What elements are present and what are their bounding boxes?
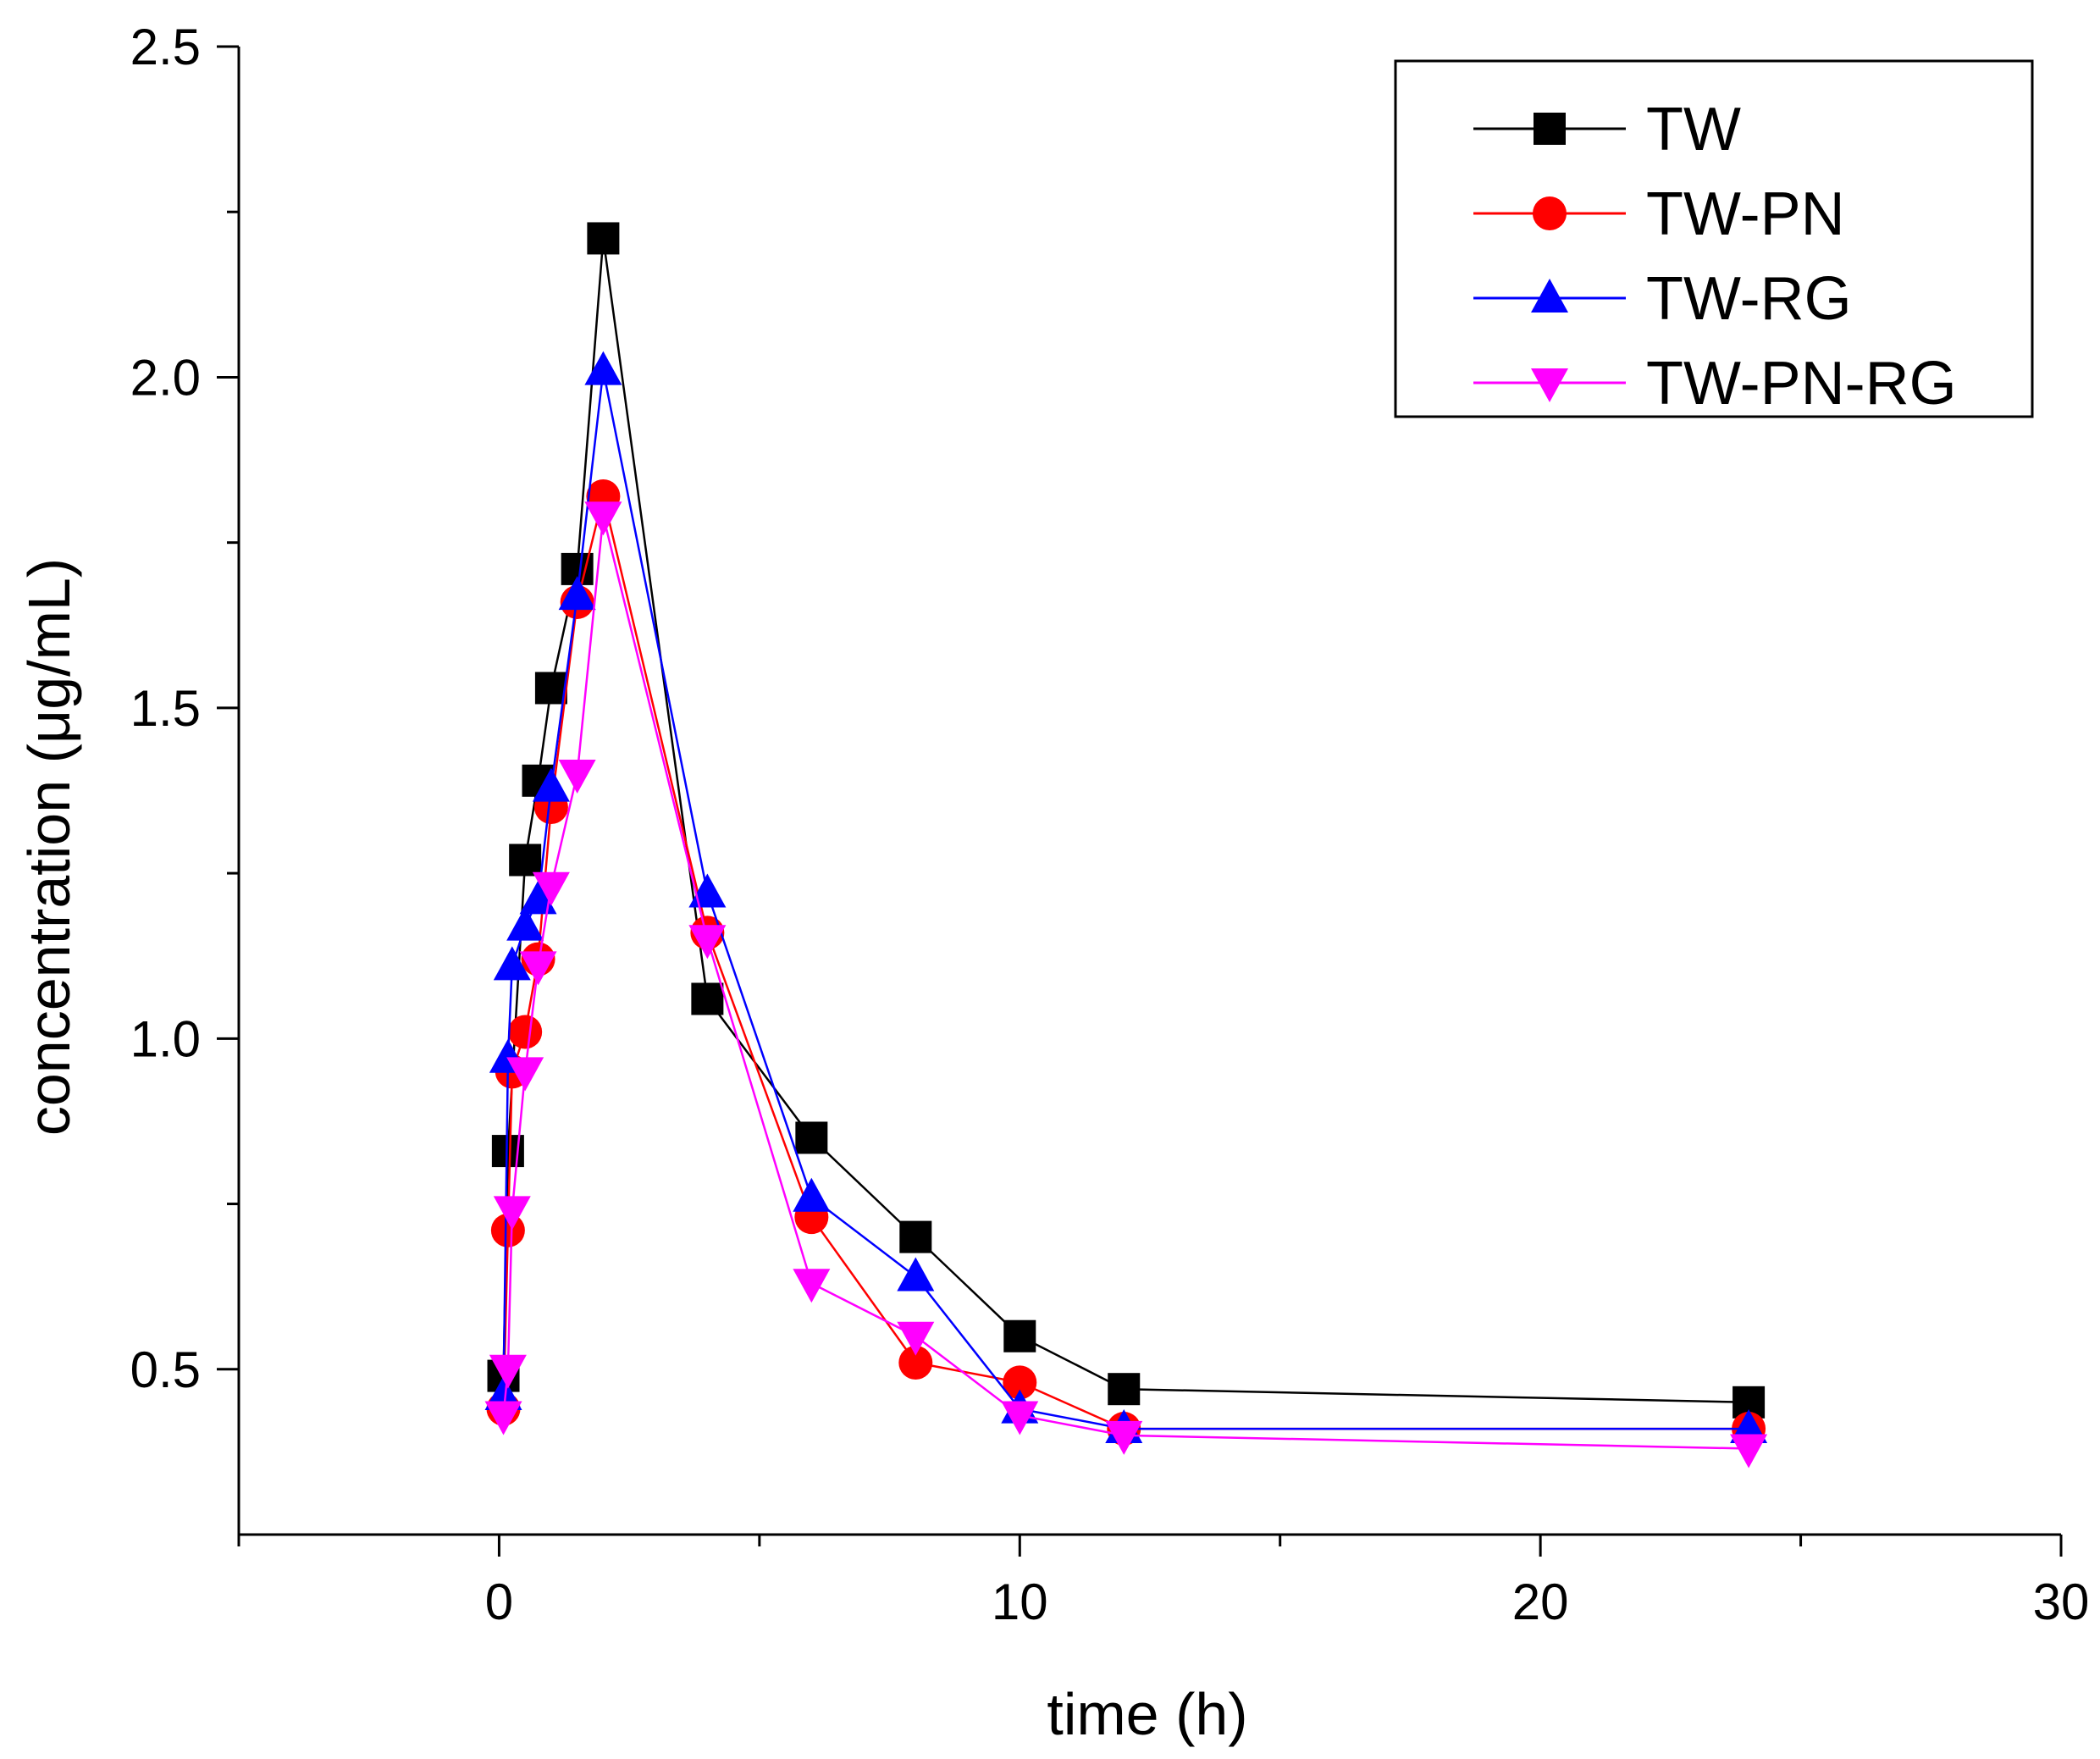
legend-label: TW-PN-RG (1646, 350, 1957, 418)
data-point (897, 1257, 935, 1292)
legend-label: TW-PN (1646, 180, 1845, 248)
legend-item-tw-pn-rg: TW-PN-RG (1473, 350, 1957, 418)
data-point (532, 871, 570, 906)
data-point (493, 1196, 531, 1231)
legend-marker (1531, 368, 1568, 402)
data-point (484, 1401, 522, 1435)
x-tick-label: 30 (2033, 1574, 2090, 1630)
x-tick-label: 0 (485, 1574, 513, 1630)
data-point (793, 1269, 831, 1303)
data-point (584, 351, 622, 385)
data-point (1003, 1365, 1037, 1400)
data-point (532, 767, 570, 802)
legend-box (1394, 59, 2034, 418)
legend-marker (1533, 196, 1567, 230)
data-point (558, 576, 596, 611)
data-point (793, 1177, 831, 1212)
data-point (1003, 1319, 1036, 1352)
y-tick-label: 2.0 (130, 349, 201, 406)
legend-marker (1531, 279, 1568, 313)
data-point (508, 1015, 543, 1049)
series-tw-pn-rg (484, 501, 1768, 1469)
data-point (795, 1121, 828, 1154)
data-point (584, 501, 622, 536)
data-point (506, 1057, 544, 1092)
legend: TW TW-PN TW-RG TW-PN-RG (1394, 59, 2034, 418)
legend-label: TW (1646, 96, 1741, 163)
data-point (1001, 1401, 1039, 1435)
x-axis-label: time (h) (1047, 1681, 1247, 1747)
data-point (688, 925, 727, 960)
data-point (691, 982, 724, 1015)
series-tw (487, 222, 1766, 1419)
data-point (898, 1345, 933, 1380)
data-point (493, 946, 531, 981)
data-point (519, 951, 557, 986)
data-point (558, 759, 596, 794)
series-layer (484, 222, 1768, 1469)
legend-item-tw-rg: TW-RG (1473, 265, 1852, 333)
data-point (506, 906, 544, 941)
y-tick-label: 1.5 (130, 680, 201, 737)
data-point (509, 844, 542, 877)
legend-item-tw-pn: TW-PN (1473, 180, 1845, 248)
x-tick-label: 20 (1512, 1574, 1569, 1630)
y-tick-label: 1.0 (130, 1010, 201, 1067)
y-tick-label: 0.5 (130, 1341, 201, 1398)
data-point (897, 1321, 935, 1356)
data-point (1105, 1420, 1143, 1455)
legend-label: TW-RG (1646, 265, 1852, 333)
y-axis-label: concentration (μg/mL) (16, 558, 82, 1136)
legend-marker (1534, 113, 1566, 145)
data-point (587, 222, 620, 255)
data-point (534, 672, 567, 705)
data-point (899, 1220, 932, 1253)
y-tick-label: 2.5 (130, 19, 201, 75)
data-point (1730, 1434, 1768, 1469)
legend-item-tw: TW (1473, 96, 1741, 163)
x-tick-label: 10 (992, 1574, 1048, 1630)
data-point (489, 1354, 527, 1389)
axes: 0 10 20 30 0.5 1.0 1.5 2.0 2.5 (130, 19, 2090, 1630)
data-point (1108, 1373, 1141, 1406)
